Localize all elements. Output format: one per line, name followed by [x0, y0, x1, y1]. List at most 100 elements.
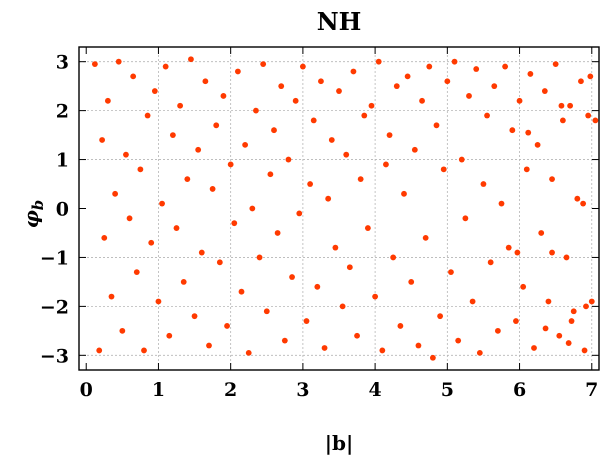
data-point	[379, 347, 386, 354]
data-point	[227, 161, 234, 168]
x-tick-label: 0	[80, 379, 93, 401]
data-point	[278, 83, 285, 90]
data-point	[567, 102, 574, 109]
data-point	[568, 318, 575, 324]
data-point	[216, 259, 223, 266]
data-point	[108, 293, 115, 300]
data-point	[458, 156, 465, 163]
data-point	[238, 288, 245, 295]
data-point	[99, 137, 106, 143]
data-point	[299, 63, 306, 70]
data-point	[361, 112, 368, 119]
data-point	[466, 93, 472, 99]
data-point	[487, 259, 494, 266]
data-point	[516, 97, 523, 104]
data-point	[570, 308, 577, 315]
data-point	[104, 97, 111, 104]
data-point	[166, 332, 173, 339]
data-point	[318, 78, 324, 85]
data-point	[289, 274, 295, 280]
data-point	[581, 347, 588, 354]
data-point	[180, 279, 187, 285]
data-point	[336, 88, 342, 94]
data-point	[151, 88, 158, 94]
data-point	[303, 318, 310, 324]
data-point	[119, 327, 126, 334]
data-point	[491, 83, 498, 90]
data-point	[253, 107, 259, 114]
data-point	[126, 215, 133, 222]
data-point	[328, 137, 335, 143]
data-point	[213, 122, 220, 129]
data-point	[585, 112, 592, 119]
x-tick-label: 2	[224, 379, 237, 401]
data-point	[494, 327, 501, 334]
data-point	[133, 269, 140, 276]
data-point	[242, 141, 249, 148]
data-point	[411, 146, 418, 153]
data-point	[574, 195, 581, 202]
data-point	[169, 132, 176, 138]
x-tick-label: 6	[513, 379, 526, 401]
data-point	[563, 254, 570, 261]
data-point	[390, 254, 397, 261]
data-point	[249, 205, 256, 212]
data-point	[433, 122, 440, 129]
data-point	[549, 249, 555, 256]
data-point	[209, 186, 216, 192]
data-point	[267, 171, 274, 178]
x-tick-labels: 0 1 2 3 4 5 6 7	[80, 379, 599, 401]
data-point	[545, 298, 552, 305]
data-point	[513, 318, 519, 324]
data-point	[198, 249, 205, 256]
data-point	[188, 56, 194, 63]
data-point	[372, 293, 379, 300]
x-tick-label: 5	[441, 379, 454, 401]
data-point	[375, 58, 382, 65]
data-point	[307, 181, 314, 187]
data-point	[556, 332, 563, 339]
data-point	[91, 61, 98, 68]
data-point	[245, 349, 252, 356]
data-point	[184, 176, 191, 183]
x-tick-label: 3	[296, 379, 309, 401]
data-point	[292, 97, 299, 104]
data-point	[469, 298, 476, 305]
data-point	[159, 200, 165, 207]
data-point	[451, 58, 458, 65]
data-point	[368, 102, 375, 109]
data-point	[314, 283, 321, 290]
y-tick-label: −3	[40, 345, 69, 367]
x-axis-label: |b|	[325, 431, 354, 455]
data-points	[91, 56, 599, 361]
data-point	[552, 61, 559, 68]
data-point	[206, 342, 212, 349]
data-point	[437, 313, 444, 320]
data-point	[509, 127, 516, 134]
data-point	[202, 78, 209, 85]
data-point	[444, 78, 451, 85]
data-point	[357, 176, 364, 183]
data-point	[502, 63, 509, 70]
data-point	[130, 73, 137, 80]
data-point	[364, 225, 371, 231]
data-point	[422, 234, 429, 241]
data-point	[397, 323, 404, 329]
grid-lines	[79, 47, 599, 370]
x-tick-label: 1	[152, 379, 165, 401]
data-point	[473, 66, 480, 72]
data-point	[144, 112, 151, 119]
y-axis-label-sub: b	[29, 200, 47, 211]
data-point	[96, 347, 103, 354]
data-point	[558, 102, 565, 109]
x-tick-label: 4	[368, 379, 381, 401]
data-point	[408, 279, 415, 285]
data-point	[393, 83, 400, 90]
axis-ticks	[79, 47, 599, 370]
data-point	[580, 200, 587, 207]
data-point	[383, 161, 389, 168]
data-point	[505, 244, 512, 251]
y-tick-label: 1	[56, 150, 69, 172]
data-point	[527, 71, 534, 77]
data-point	[271, 127, 277, 134]
